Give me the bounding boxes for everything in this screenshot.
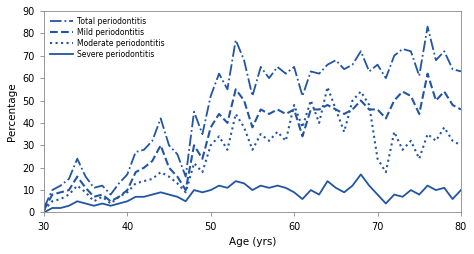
Mild periodontitis xyxy=(316,108,322,111)
Mild periodontitis xyxy=(450,103,456,106)
Line: Mild periodontitis: Mild periodontitis xyxy=(44,74,461,210)
Line: Total periodontitis: Total periodontitis xyxy=(44,27,461,208)
Mild periodontitis xyxy=(341,113,347,116)
Total periodontitis xyxy=(166,144,172,147)
Severe periodontitis xyxy=(450,198,456,201)
Moderate periodontitis xyxy=(166,175,172,178)
Severe periodontitis xyxy=(166,193,172,196)
Total periodontitis xyxy=(341,68,347,71)
Severe periodontitis xyxy=(174,195,180,198)
Severe periodontitis xyxy=(358,173,364,176)
Total periodontitis xyxy=(133,150,138,153)
Total periodontitis xyxy=(425,25,430,28)
Severe periodontitis xyxy=(133,195,138,198)
Mild periodontitis xyxy=(174,175,180,178)
Line: Moderate periodontitis: Moderate periodontitis xyxy=(44,87,461,210)
Mild periodontitis xyxy=(133,171,138,174)
Mild periodontitis xyxy=(166,166,172,169)
Moderate periodontitis xyxy=(350,99,356,102)
Moderate periodontitis xyxy=(316,121,322,124)
Mild periodontitis xyxy=(458,108,464,111)
Severe periodontitis xyxy=(341,191,347,194)
Severe periodontitis xyxy=(458,188,464,192)
X-axis label: Age (yrs): Age (yrs) xyxy=(229,237,276,247)
Total periodontitis xyxy=(41,207,47,210)
Moderate periodontitis xyxy=(41,209,47,212)
Moderate periodontitis xyxy=(133,182,138,185)
Moderate periodontitis xyxy=(450,139,456,142)
Moderate periodontitis xyxy=(458,144,464,147)
Severe periodontitis xyxy=(316,193,322,196)
Mild periodontitis xyxy=(425,72,430,75)
Mild periodontitis xyxy=(41,209,47,212)
Line: Severe periodontitis: Severe periodontitis xyxy=(44,174,461,213)
Severe periodontitis xyxy=(41,211,47,214)
Total periodontitis xyxy=(458,70,464,73)
Y-axis label: Percentage: Percentage xyxy=(7,82,17,141)
Total periodontitis xyxy=(316,72,322,75)
Moderate periodontitis xyxy=(174,182,180,185)
Legend: Total periodontitis, Mild periodontitis, Moderate periodontitis, Severe periodon: Total periodontitis, Mild periodontitis,… xyxy=(48,15,167,61)
Total periodontitis xyxy=(174,153,180,156)
Moderate periodontitis xyxy=(325,86,330,89)
Total periodontitis xyxy=(450,68,456,71)
